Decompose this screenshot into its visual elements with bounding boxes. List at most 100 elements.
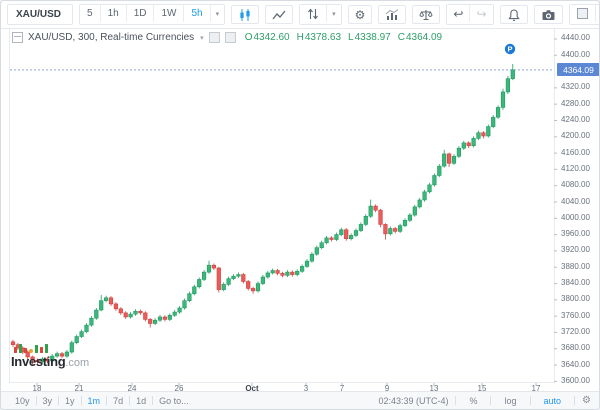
last-price-badge: 4364.09 (557, 63, 599, 77)
chart-legend: XAU/USD, 300, Real-time Currencies ▾ O43… (12, 32, 442, 43)
time-axis-label: 9 (384, 384, 390, 393)
range-7d[interactable]: 7d (113, 395, 124, 406)
time-axis-label: 17 (531, 384, 541, 393)
time-axis-label: 3 (303, 384, 309, 393)
undo-icon: ↩ (453, 6, 464, 21)
interval-1h[interactable]: 1h (100, 5, 127, 22)
bottom-right-cluster: 02:43:39 (UTC-4) % log auto ⚙ (378, 395, 591, 406)
range-1y[interactable]: 1y (65, 395, 75, 406)
price-axis-label: 4120.00 (561, 163, 590, 173)
range-10y[interactable]: 10y (15, 395, 30, 406)
ohlc-close: C4364.09 (397, 32, 443, 43)
scales-icon (419, 9, 433, 20)
price-axis-label: 4040.00 (561, 196, 590, 206)
indicators-icon (386, 8, 399, 20)
layout-dropdown-caret[interactable]: ▾ (595, 5, 599, 22)
range-1d[interactable]: 1d (136, 395, 147, 406)
symbol-button[interactable]: XAU/USD (7, 4, 73, 25)
logo-text: Investing (11, 354, 66, 369)
time-axis[interactable]: 18 21 24 26 Oct 3 7 9 13 15 17 (9, 384, 555, 395)
price-axis-label: 3840.00 (561, 278, 590, 288)
price-axis-label: 3920.00 (561, 245, 590, 255)
price-axis-label: 4440.00 (561, 33, 590, 43)
time-axis-label: 18 (32, 384, 42, 393)
price-axis-label: 3760.00 (561, 310, 590, 320)
alert-button[interactable] (499, 5, 528, 24)
goto-button[interactable]: Go to... (159, 395, 189, 406)
layout-button[interactable] (569, 5, 596, 22)
line-chart-icon (272, 10, 286, 19)
price-axis-label: 4160.00 (561, 147, 590, 157)
price-axis-label: 3800.00 (561, 294, 590, 304)
line-style-button[interactable] (265, 5, 294, 24)
price-axis-label: 4000.00 (561, 212, 590, 222)
time-axis-label: 26 (174, 384, 184, 393)
legend-dropdown-caret[interactable]: ▾ (200, 34, 204, 42)
ohlc-low: L4338.97 (348, 32, 391, 43)
compare-group: ▾ (299, 4, 342, 25)
interval-1d[interactable]: 1D (126, 5, 155, 22)
redo-button[interactable]: ↪ (470, 5, 493, 22)
scales-button[interactable] (412, 5, 441, 24)
price-axis-label: 3720.00 (561, 326, 590, 336)
price-axis-label: 4240.00 (561, 114, 590, 124)
redo-icon: ↪ (476, 6, 487, 21)
price-axis-label: 3880.00 (561, 261, 590, 271)
ohlc-readout: O4342.60 H4378.63 L4338.97 C4364.09 (245, 32, 442, 43)
layout-square-icon (576, 8, 588, 19)
price-axis-label: 4280.00 (561, 98, 590, 108)
compare-button[interactable] (300, 5, 328, 22)
price-axis-label: 3600.00 (561, 375, 590, 385)
candlestick-style-button[interactable] (231, 5, 260, 24)
price-axis-label: 4080.00 (561, 180, 590, 190)
legend-collapse-icon[interactable] (12, 32, 23, 43)
time-axis-label: 15 (477, 384, 487, 393)
price-axis-label: 3640.00 (561, 359, 590, 369)
log-scale-button[interactable]: log (504, 395, 517, 406)
undo-redo-group: ↩ ↪ (446, 4, 494, 25)
legend-square-button-1[interactable] (208, 32, 220, 43)
price-axis-label: 4320.00 (561, 82, 590, 92)
camera-icon (542, 9, 555, 20)
price-axis-label: 3680.00 (561, 343, 590, 353)
ohlc-high: H4378.63 (296, 32, 342, 43)
percent-scale-button[interactable]: % (469, 395, 478, 406)
interval-5h-active[interactable]: 5h (184, 5, 211, 22)
time-axis-label: 21 (74, 384, 84, 393)
price-axis-label: 4400.00 (561, 49, 590, 59)
time-axis-label: 24 (127, 384, 137, 393)
range-3y[interactable]: 3y (42, 395, 53, 406)
time-axis-label: 13 (429, 384, 439, 393)
price-axis-label: 4200.00 (561, 131, 590, 141)
legend-title[interactable]: XAU/USD, 300, Real-time Currencies (28, 32, 195, 43)
gear-icon: ⚙ (354, 7, 366, 22)
legend-square-button-2[interactable] (224, 32, 236, 43)
snapshot-button[interactable] (533, 5, 563, 24)
range-1m-active[interactable]: 1m (87, 395, 101, 406)
logo-suffix: .com (65, 357, 90, 369)
interval-5[interactable]: 5 (80, 5, 101, 22)
investing-logo: Investing.com (11, 344, 89, 371)
toolbar-right-cluster: ▾ (533, 4, 599, 25)
layout-group: ▾ (568, 4, 599, 25)
interval-1w[interactable]: 1W (154, 5, 185, 22)
clock[interactable]: 02:43:39 (UTC-4) (378, 395, 449, 406)
time-axis-label: Oct (245, 384, 259, 393)
axis-settings-gear-icon[interactable]: ⚙ (582, 395, 591, 406)
settings-button[interactable]: ⚙ (347, 5, 373, 24)
logo-candles-art (14, 344, 89, 353)
compare-dropdown-caret[interactable]: ▾ (327, 5, 341, 22)
auto-scale-button[interactable]: auto (543, 395, 562, 406)
top-toolbar: XAU/USD 5 1h 1D 1W 5h ▾ (1, 1, 599, 29)
chart-pane[interactable] (9, 28, 555, 383)
interval-dropdown-caret[interactable]: ▾ (210, 5, 225, 22)
compare-arrows-icon (308, 8, 319, 19)
interval-group: 5 1h 1D 1W 5h ▾ (79, 4, 226, 25)
undo-button[interactable]: ↩ (447, 5, 471, 22)
price-axis-label: 3960.00 (561, 229, 590, 239)
bottom-toolbar: 10y 3y 1y 1m 7d 1d Go to... 02:43:39 (UT… (1, 391, 599, 409)
time-axis-label: 7 (339, 384, 345, 393)
price-axis[interactable]: 4440.00 4400.00 4320.00 4280.00 4240.00 4200.… (558, 28, 599, 385)
indicators-button[interactable] (378, 5, 407, 24)
